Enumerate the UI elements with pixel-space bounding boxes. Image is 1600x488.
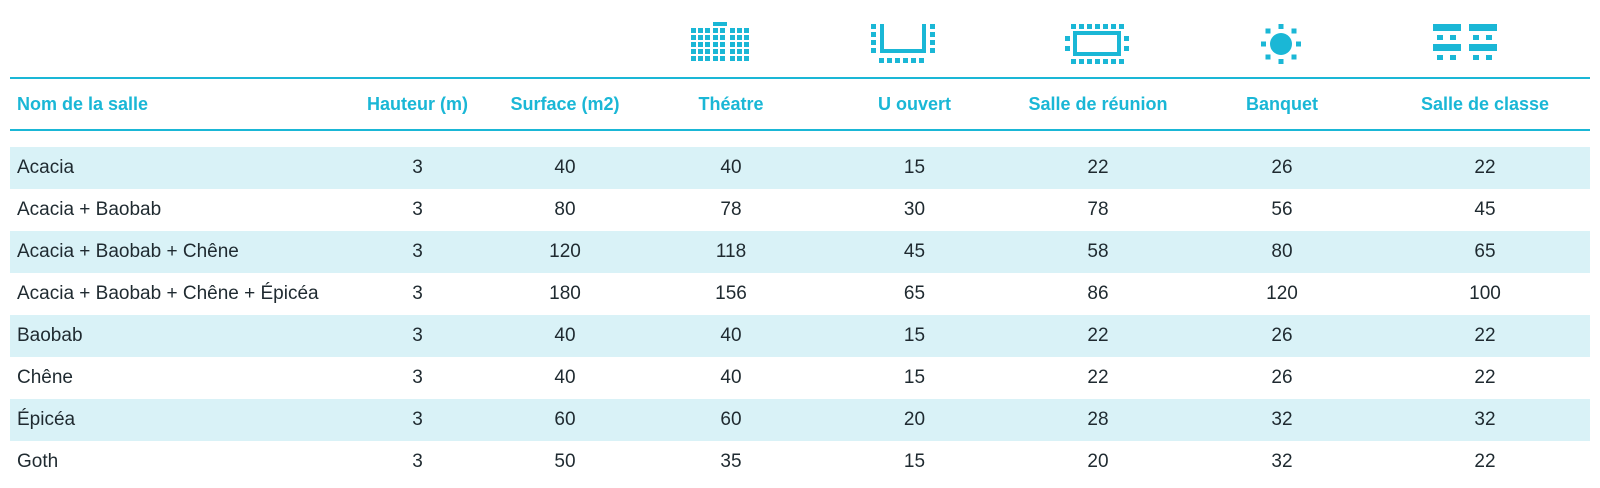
cell-surface: 180 bbox=[549, 283, 581, 304]
cell-theatre: 60 bbox=[645, 399, 817, 441]
cell-room-name: Acacia bbox=[10, 147, 350, 189]
cell-surface: 120 bbox=[485, 231, 645, 273]
header-u-open: U ouvert bbox=[817, 77, 1012, 131]
classroom-icon bbox=[1431, 20, 1501, 68]
cell-banquet: 32 bbox=[1184, 399, 1380, 441]
cell-room-name: Épicéa bbox=[10, 399, 350, 441]
cell-banquet: 80 bbox=[1184, 231, 1380, 273]
cell-meeting: 58 bbox=[1012, 231, 1184, 273]
cell-room-name: Baobab bbox=[10, 315, 350, 357]
header-classroom: Salle de classe bbox=[1380, 77, 1590, 131]
header-surface: Surface (m2) bbox=[485, 77, 645, 131]
cell-surface: 50 bbox=[554, 451, 576, 472]
cell-room-name: Goth bbox=[17, 451, 59, 472]
cell-u-open: 15 bbox=[903, 451, 926, 472]
cell-height: 3 bbox=[350, 147, 485, 189]
cell-banquet: 26 bbox=[1184, 147, 1380, 189]
cell-classroom: 22 bbox=[1474, 367, 1496, 388]
cell-height: 3 bbox=[412, 283, 423, 304]
table-row: Chêne 3 40 40 15 22 26 22 bbox=[10, 357, 1590, 399]
cell-banquet: 120 bbox=[1266, 283, 1298, 304]
cell-theatre: 40 bbox=[720, 367, 742, 388]
cell-surface: 40 bbox=[554, 367, 576, 388]
cell-classroom: 22 bbox=[1474, 451, 1496, 472]
cell-room-name: Acacia + Baobab + Chêne bbox=[10, 231, 350, 273]
cell-room-name: Chêne bbox=[17, 367, 73, 388]
cell-height: 3 bbox=[350, 399, 485, 441]
cell-theatre: 40 bbox=[645, 315, 817, 357]
cell-height: 3 bbox=[412, 199, 423, 220]
cell-classroom: 45 bbox=[1474, 199, 1496, 220]
header-theatre: Théatre bbox=[645, 77, 817, 131]
u-shape-icon bbox=[868, 20, 938, 68]
cell-theatre: 156 bbox=[715, 283, 747, 304]
table-row: Épicéa 3 60 60 20 28 32 32 bbox=[10, 399, 1590, 441]
cell-theatre: 35 bbox=[720, 451, 742, 472]
cell-meeting: 22 bbox=[1087, 367, 1109, 388]
cell-surface: 80 bbox=[554, 199, 576, 220]
cell-room-name: Acacia + Baobab + Chêne + Épicéa bbox=[17, 283, 319, 304]
cell-theatre: 118 bbox=[645, 231, 817, 273]
table-header-row: Nom de la salle Hauteur (m) Surface (m2)… bbox=[10, 77, 1590, 131]
table-row: Goth 3 50 35 15 20 32 22 bbox=[10, 441, 1590, 483]
header-meeting-room: Salle de réunion bbox=[1012, 77, 1184, 131]
cell-u-open: 20 bbox=[817, 399, 1012, 441]
cell-classroom: 22 bbox=[1380, 147, 1590, 189]
layout-icons-row bbox=[10, 20, 1590, 68]
cell-u-open: 45 bbox=[817, 231, 1012, 273]
cell-classroom: 65 bbox=[1380, 231, 1590, 273]
cell-u-open: 15 bbox=[817, 315, 1012, 357]
cell-banquet: 32 bbox=[1271, 451, 1293, 472]
table-row: Baobab 3 40 40 15 22 26 22 bbox=[10, 315, 1590, 357]
cell-room-name: Acacia + Baobab bbox=[17, 199, 162, 220]
header-height: Hauteur (m) bbox=[350, 77, 485, 131]
cell-theatre: 78 bbox=[720, 199, 742, 220]
cell-banquet: 56 bbox=[1271, 199, 1293, 220]
cell-height: 3 bbox=[350, 315, 485, 357]
cell-meeting: 86 bbox=[1087, 283, 1109, 304]
cell-u-open: 30 bbox=[903, 199, 926, 220]
room-capacity-table: Nom de la salle Hauteur (m) Surface (m2)… bbox=[10, 77, 1590, 483]
cell-classroom: 22 bbox=[1380, 315, 1590, 357]
cell-theatre: 40 bbox=[645, 147, 817, 189]
cell-meeting: 78 bbox=[1087, 199, 1109, 220]
cell-meeting: 22 bbox=[1012, 315, 1184, 357]
cell-height: 3 bbox=[350, 231, 485, 273]
cell-u-open: 65 bbox=[903, 283, 926, 304]
cell-meeting: 28 bbox=[1012, 399, 1184, 441]
table-row: Acacia 3 40 40 15 22 26 22 bbox=[10, 147, 1590, 189]
table-row: Acacia + Baobab 3 80 78 30 78 56 45 bbox=[10, 189, 1590, 231]
cell-meeting: 20 bbox=[1087, 451, 1109, 472]
cell-height: 3 bbox=[412, 367, 423, 388]
cell-classroom: 100 bbox=[1469, 283, 1501, 304]
cell-meeting: 22 bbox=[1012, 147, 1184, 189]
banquet-icon bbox=[1246, 20, 1316, 68]
table-spacer bbox=[10, 130, 1590, 147]
table-row: Acacia + Baobab + Chêne 3 120 118 45 58 … bbox=[10, 231, 1590, 273]
header-room-name: Nom de la salle bbox=[10, 77, 350, 131]
cell-banquet: 26 bbox=[1271, 367, 1293, 388]
cell-height: 3 bbox=[412, 451, 423, 472]
cell-surface: 40 bbox=[485, 147, 645, 189]
cell-classroom: 32 bbox=[1380, 399, 1590, 441]
cell-surface: 40 bbox=[485, 315, 645, 357]
boardroom-icon bbox=[1062, 20, 1132, 68]
cell-u-open: 15 bbox=[817, 147, 1012, 189]
cell-banquet: 26 bbox=[1184, 315, 1380, 357]
table-row: Acacia + Baobab + Chêne + Épicéa 3 180 1… bbox=[10, 273, 1590, 315]
theatre-icon bbox=[686, 20, 756, 68]
header-banquet: Banquet bbox=[1184, 77, 1380, 131]
cell-surface: 60 bbox=[485, 399, 645, 441]
cell-u-open: 15 bbox=[903, 367, 926, 388]
